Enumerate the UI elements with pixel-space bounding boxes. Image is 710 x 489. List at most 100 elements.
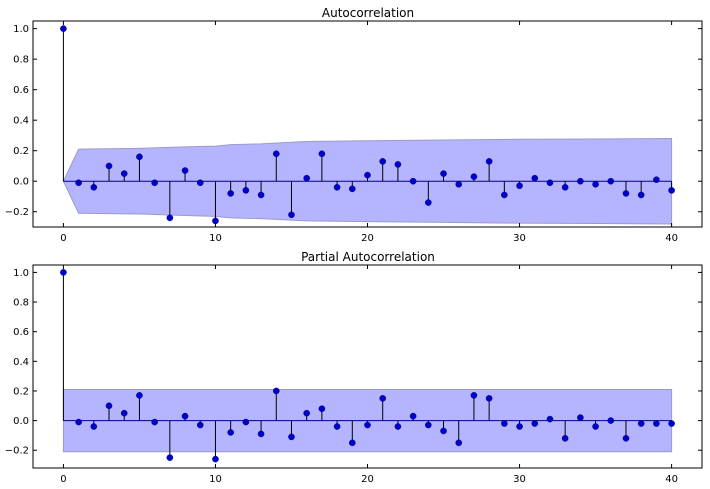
y-tick-label: 0.8 [13,55,29,66]
data-point [592,180,599,188]
data-point [105,162,113,170]
x-tick-label: 40 [665,233,678,244]
x-tick-label: 40 [665,474,678,485]
data-point [379,395,387,402]
data-point [470,173,478,180]
x-tick-label: 0 [60,474,66,485]
data-point [425,199,432,206]
data-point [561,435,569,442]
data-point [288,433,295,441]
x-tick-label: 0 [60,233,66,244]
y-tick-label: 0.4 [13,116,29,127]
data-point [227,429,234,436]
partial-autocorrelation-chart: Partial Autocorrelation 0 10 20 30 40 −0.2 0.0… [5,250,703,485]
data-point [577,177,584,185]
y-tick-label: 0.2 [13,146,29,157]
chart-title: Autocorrelation [322,6,414,20]
data-point [181,167,189,174]
y-tick-label: 0.2 [13,386,29,397]
data-point [409,177,417,185]
data-point [531,174,539,182]
data-point [166,214,174,222]
data-point [440,170,447,177]
data-point [318,150,326,158]
data-point [348,439,356,447]
x-tick-label: 30 [513,233,526,244]
data-point [470,392,478,399]
x-tick-label: 20 [361,474,374,485]
data-point [607,417,615,424]
data-point [501,420,508,427]
data-point [151,179,158,187]
data-point [120,170,128,177]
data-point [272,150,280,158]
data-point [501,191,508,199]
data-point [60,25,67,32]
data-point [425,421,432,429]
data-point [242,418,250,426]
data-point [653,420,660,427]
y-tick-label: 1.0 [13,24,29,35]
data-point [516,423,523,430]
data-point [455,180,463,188]
y-tick-label: −0.2 [5,446,29,457]
data-point [136,392,143,399]
data-point [272,387,280,395]
data-point [348,185,356,193]
y-tick-label: 0.0 [13,177,29,188]
data-point [90,184,98,191]
data-point [303,174,310,182]
y-tick-label: −0.2 [5,207,29,218]
chart-title: Partial Autocorrelation [301,250,435,264]
data-point [242,187,250,194]
data-point [440,427,447,435]
y-tick-label: 1.0 [13,268,29,279]
data-point [637,191,645,199]
x-tick-label: 10 [209,474,222,485]
data-point [333,184,341,191]
data-point [668,187,675,194]
data-point [227,190,234,197]
data-point [637,420,645,427]
data-point [577,414,584,421]
y-tick-label: 0.6 [13,327,29,338]
data-point [364,171,371,179]
data-point [607,177,615,185]
data-point [394,161,402,168]
data-point [333,423,341,430]
y-tick-label: 0.4 [13,357,29,368]
data-point [196,421,204,429]
data-point [90,423,98,430]
data-point [212,455,219,463]
data-point [318,405,326,413]
data-point [653,176,660,183]
y-tick-label: 0.0 [13,416,29,427]
data-point [409,412,417,420]
data-point [592,423,599,430]
data-point [257,191,265,199]
data-point [622,190,630,197]
data-point [455,439,463,447]
data-point [485,395,493,402]
data-point [379,158,387,165]
data-point [668,420,675,427]
data-point [546,415,554,423]
data-point [516,182,523,190]
autocorrelation-chart: Autocorrelation 0 10 20 30 40 −0.2 0.0 0.2 0.4 0.… [5,6,703,244]
data-point [151,418,158,426]
data-point [166,454,174,461]
data-point [303,409,310,417]
x-tick-label: 10 [209,233,222,244]
data-point [531,420,539,427]
x-tick-label: 30 [513,474,526,485]
data-point [364,421,371,429]
data-point [288,211,295,219]
data-point [60,269,67,276]
data-point [622,435,630,442]
x-tick-label: 20 [361,233,374,244]
data-point [105,402,113,410]
data-point [120,409,128,417]
y-tick-label: 0.8 [13,298,29,309]
data-point [546,179,554,187]
data-point [561,184,569,191]
